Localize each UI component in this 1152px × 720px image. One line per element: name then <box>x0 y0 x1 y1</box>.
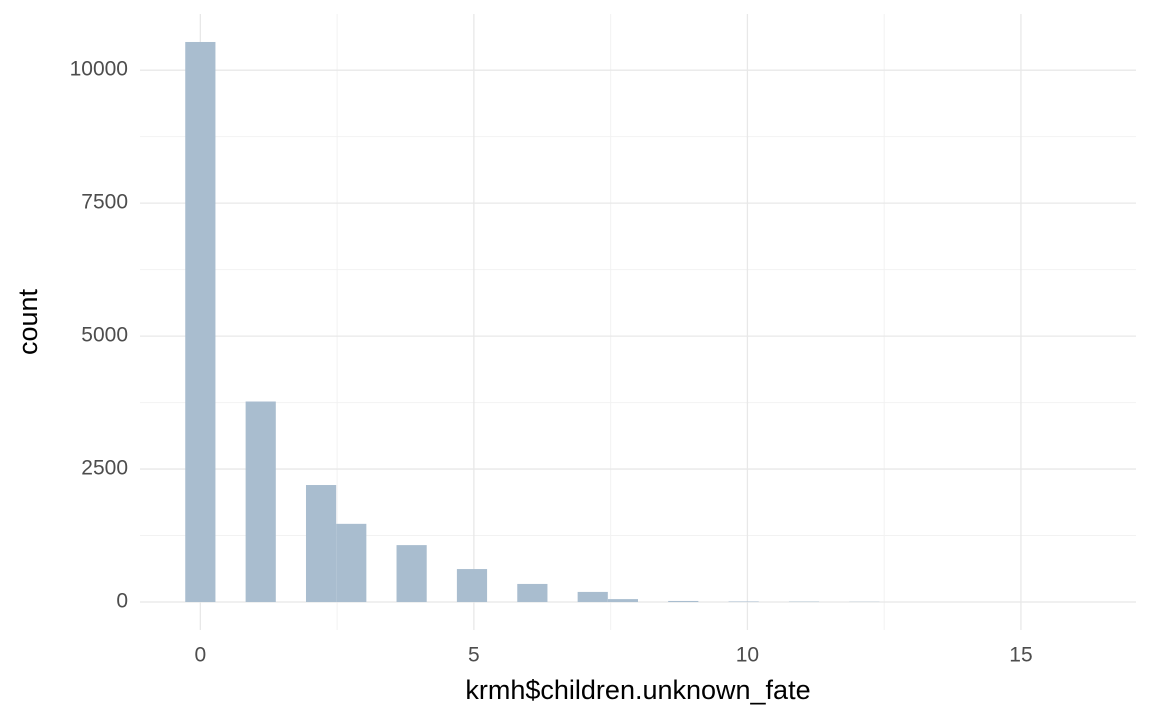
y-tick-label: 5000 <box>81 324 128 347</box>
bar <box>668 600 699 603</box>
x-axis-label: krmh$children.unknown_fate <box>465 675 810 705</box>
grid <box>140 14 1136 630</box>
y-tick-label: 7500 <box>81 191 128 214</box>
x-tick-label: 0 <box>194 644 206 667</box>
bar <box>517 583 548 603</box>
x-tick-label: 5 <box>468 644 480 667</box>
bar <box>305 485 337 603</box>
bar <box>336 523 367 603</box>
y-axis-label: count <box>13 288 43 355</box>
y-tick-label: 2500 <box>81 457 128 480</box>
bars <box>185 41 880 603</box>
y-tick-label: 0 <box>116 590 128 613</box>
bar <box>607 599 638 603</box>
bar <box>728 601 759 603</box>
y-tick-label: 10000 <box>70 58 128 81</box>
x-tick-label: 15 <box>1009 644 1032 667</box>
bar <box>456 569 488 603</box>
bar <box>396 545 427 603</box>
bar <box>245 401 276 603</box>
bar <box>185 41 216 603</box>
bar <box>577 591 608 603</box>
x-tick-label: 10 <box>736 644 759 667</box>
